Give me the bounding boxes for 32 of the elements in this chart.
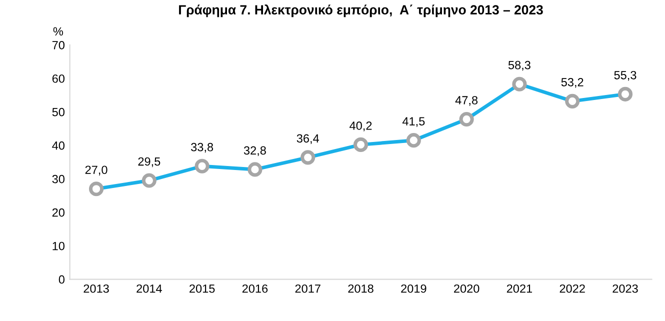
data-label: 58,3 [508, 60, 530, 71]
y-tick-label: 70 [52, 40, 65, 50]
y-tick-label: 50 [52, 108, 65, 116]
data-label: 40,2 [350, 122, 372, 132]
y-tick-label: 20 [52, 208, 65, 217]
chart-title: Γράφημα 7. Ηλεκτρονικό εμπόριο, Α΄ τρίμηνο 2013 – 2023 [179, 4, 543, 18]
data-label: 47,8 [455, 96, 478, 106]
x-tick-label: 2018 [348, 284, 374, 293]
data-label: 27,0 [85, 166, 108, 176]
y-axis-title: % [53, 27, 64, 36]
data-label: 53,2 [561, 78, 584, 88]
y-tick-label: 30 [52, 174, 65, 184]
x-tick-label: 2014 [136, 284, 162, 293]
x-tick-label: 2020 [454, 284, 480, 293]
x-tick-label: 2019 [401, 284, 426, 293]
data-label: 36,4 [296, 134, 320, 144]
data-label: 33,8 [191, 142, 214, 153]
x-tick-label: 2021 [506, 284, 532, 293]
x-tick-label: 2013 [84, 284, 109, 293]
y-tick-label: 0 [58, 275, 65, 284]
data-label: 55,3 [614, 70, 636, 81]
x-tick-label: 2022 [560, 284, 585, 293]
data-label: 41,5 [402, 117, 425, 127]
y-tick-label: 40 [52, 141, 65, 150]
y-tick-label: 60 [52, 74, 65, 83]
data-label: 29,5 [138, 157, 160, 168]
y-tick-label: 10 [52, 242, 65, 250]
data-label: 32,8 [244, 146, 266, 156]
x-tick-label: 2016 [242, 284, 268, 293]
x-tick-label: 2015 [190, 284, 215, 293]
x-tick-label: 2017 [295, 284, 320, 293]
x-tick-label: 2023 [612, 284, 638, 293]
